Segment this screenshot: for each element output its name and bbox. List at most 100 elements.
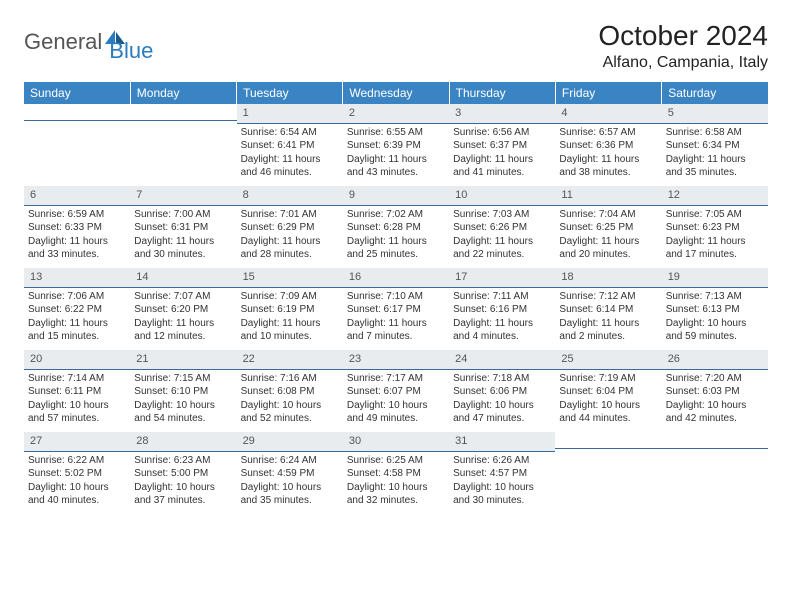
calendar-week-row: 1Sunrise: 6:54 AMSunset: 6:41 PMDaylight… [24,104,768,186]
sunset-line: Sunset: 5:02 PM [28,467,126,481]
daylight-line: Daylight: 10 hours and 52 minutes. [241,399,339,426]
calendar-cell: 2Sunrise: 6:55 AMSunset: 6:39 PMDaylight… [343,104,449,186]
sunset-line: Sunset: 5:00 PM [134,467,232,481]
logo-word2: Blue [109,38,153,64]
calendar-cell: 31Sunrise: 6:26 AMSunset: 4:57 PMDayligh… [449,432,555,514]
daylight-line: Daylight: 11 hours and 15 minutes. [28,317,126,344]
sunrise-line: Sunrise: 6:55 AM [347,126,445,140]
sunrise-line: Sunrise: 6:25 AM [347,454,445,468]
sunrise-line: Sunrise: 6:23 AM [134,454,232,468]
calendar-cell: 8Sunrise: 7:01 AMSunset: 6:29 PMDaylight… [237,186,343,268]
sunrise-line: Sunrise: 7:03 AM [453,208,551,222]
day-number: 13 [24,268,130,288]
day-body: Sunrise: 7:10 AMSunset: 6:17 PMDaylight:… [343,288,449,348]
day-number: 2 [343,104,449,124]
sunrise-line: Sunrise: 7:09 AM [241,290,339,304]
day-body: Sunrise: 7:01 AMSunset: 6:29 PMDaylight:… [237,206,343,266]
weekday-header: Monday [130,82,236,104]
sunset-line: Sunset: 6:13 PM [666,303,764,317]
sunset-line: Sunset: 4:58 PM [347,467,445,481]
day-number: 21 [130,350,236,370]
daylight-line: Daylight: 10 hours and 57 minutes. [28,399,126,426]
sunrise-line: Sunrise: 7:19 AM [559,372,657,386]
day-number: 4 [555,104,661,124]
day-number: 9 [343,186,449,206]
day-number: 29 [237,432,343,452]
daylight-line: Daylight: 11 hours and 38 minutes. [559,153,657,180]
calendar-week-row: 13Sunrise: 7:06 AMSunset: 6:22 PMDayligh… [24,268,768,350]
month-title: October 2024 [598,20,768,52]
daylight-line: Daylight: 11 hours and 17 minutes. [666,235,764,262]
day-body: Sunrise: 6:58 AMSunset: 6:34 PMDaylight:… [662,124,768,184]
sunset-line: Sunset: 6:29 PM [241,221,339,235]
sunset-line: Sunset: 6:08 PM [241,385,339,399]
sunrise-line: Sunrise: 6:24 AM [241,454,339,468]
header: General Blue October 2024 Alfano, Campan… [24,20,768,72]
sunset-line: Sunset: 6:36 PM [559,139,657,153]
day-number: 18 [555,268,661,288]
calendar-cell: 17Sunrise: 7:11 AMSunset: 6:16 PMDayligh… [449,268,555,350]
day-body: Sunrise: 7:04 AMSunset: 6:25 PMDaylight:… [555,206,661,266]
day-number: 3 [449,104,555,124]
daylight-line: Daylight: 11 hours and 25 minutes. [347,235,445,262]
day-number-empty [130,104,236,121]
sunset-line: Sunset: 6:37 PM [453,139,551,153]
daylight-line: Daylight: 11 hours and 30 minutes. [134,235,232,262]
day-number: 30 [343,432,449,452]
sunrise-line: Sunrise: 7:15 AM [134,372,232,386]
calendar-cell: 20Sunrise: 7:14 AMSunset: 6:11 PMDayligh… [24,350,130,432]
sunrise-line: Sunrise: 7:14 AM [28,372,126,386]
calendar-cell: 15Sunrise: 7:09 AMSunset: 6:19 PMDayligh… [237,268,343,350]
day-number-empty [24,104,130,121]
sunset-line: Sunset: 6:34 PM [666,139,764,153]
day-body: Sunrise: 6:26 AMSunset: 4:57 PMDaylight:… [449,452,555,512]
calendar-cell: 12Sunrise: 7:05 AMSunset: 6:23 PMDayligh… [662,186,768,268]
day-number-empty [662,432,768,449]
day-body: Sunrise: 6:25 AMSunset: 4:58 PMDaylight:… [343,452,449,512]
day-body: Sunrise: 6:56 AMSunset: 6:37 PMDaylight:… [449,124,555,184]
calendar-cell [24,104,130,186]
day-body: Sunrise: 7:16 AMSunset: 6:08 PMDaylight:… [237,370,343,430]
sunset-line: Sunset: 6:26 PM [453,221,551,235]
calendar-cell: 7Sunrise: 7:00 AMSunset: 6:31 PMDaylight… [130,186,236,268]
calendar-cell: 25Sunrise: 7:19 AMSunset: 6:04 PMDayligh… [555,350,661,432]
day-body: Sunrise: 7:15 AMSunset: 6:10 PMDaylight:… [130,370,236,430]
sunrise-line: Sunrise: 6:59 AM [28,208,126,222]
calendar-body: 1Sunrise: 6:54 AMSunset: 6:41 PMDaylight… [24,104,768,514]
calendar-cell: 16Sunrise: 7:10 AMSunset: 6:17 PMDayligh… [343,268,449,350]
calendar-cell: 13Sunrise: 7:06 AMSunset: 6:22 PMDayligh… [24,268,130,350]
calendar-cell: 1Sunrise: 6:54 AMSunset: 6:41 PMDaylight… [237,104,343,186]
sunrise-line: Sunrise: 6:54 AM [241,126,339,140]
day-body: Sunrise: 7:14 AMSunset: 6:11 PMDaylight:… [24,370,130,430]
day-body: Sunrise: 6:59 AMSunset: 6:33 PMDaylight:… [24,206,130,266]
calendar-cell: 29Sunrise: 6:24 AMSunset: 4:59 PMDayligh… [237,432,343,514]
sunset-line: Sunset: 6:10 PM [134,385,232,399]
day-body: Sunrise: 7:13 AMSunset: 6:13 PMDaylight:… [662,288,768,348]
sunrise-line: Sunrise: 6:26 AM [453,454,551,468]
calendar-cell: 4Sunrise: 6:57 AMSunset: 6:36 PMDaylight… [555,104,661,186]
calendar-week-row: 20Sunrise: 7:14 AMSunset: 6:11 PMDayligh… [24,350,768,432]
daylight-line: Daylight: 11 hours and 35 minutes. [666,153,764,180]
calendar-cell: 22Sunrise: 7:16 AMSunset: 6:08 PMDayligh… [237,350,343,432]
sunrise-line: Sunrise: 7:00 AM [134,208,232,222]
daylight-line: Daylight: 10 hours and 35 minutes. [241,481,339,508]
day-number: 15 [237,268,343,288]
day-number: 7 [130,186,236,206]
calendar-cell [130,104,236,186]
day-body: Sunrise: 6:23 AMSunset: 5:00 PMDaylight:… [130,452,236,512]
sunset-line: Sunset: 6:07 PM [347,385,445,399]
calendar-cell [555,432,661,514]
day-number: 19 [662,268,768,288]
day-number: 8 [237,186,343,206]
day-number: 5 [662,104,768,124]
sunrise-line: Sunrise: 6:56 AM [453,126,551,140]
day-body: Sunrise: 7:19 AMSunset: 6:04 PMDaylight:… [555,370,661,430]
sunrise-line: Sunrise: 7:16 AM [241,372,339,386]
daylight-line: Daylight: 10 hours and 59 minutes. [666,317,764,344]
daylight-line: Daylight: 10 hours and 47 minutes. [453,399,551,426]
sunset-line: Sunset: 6:28 PM [347,221,445,235]
calendar-cell: 24Sunrise: 7:18 AMSunset: 6:06 PMDayligh… [449,350,555,432]
day-number: 31 [449,432,555,452]
sunrise-line: Sunrise: 7:05 AM [666,208,764,222]
daylight-line: Daylight: 11 hours and 20 minutes. [559,235,657,262]
